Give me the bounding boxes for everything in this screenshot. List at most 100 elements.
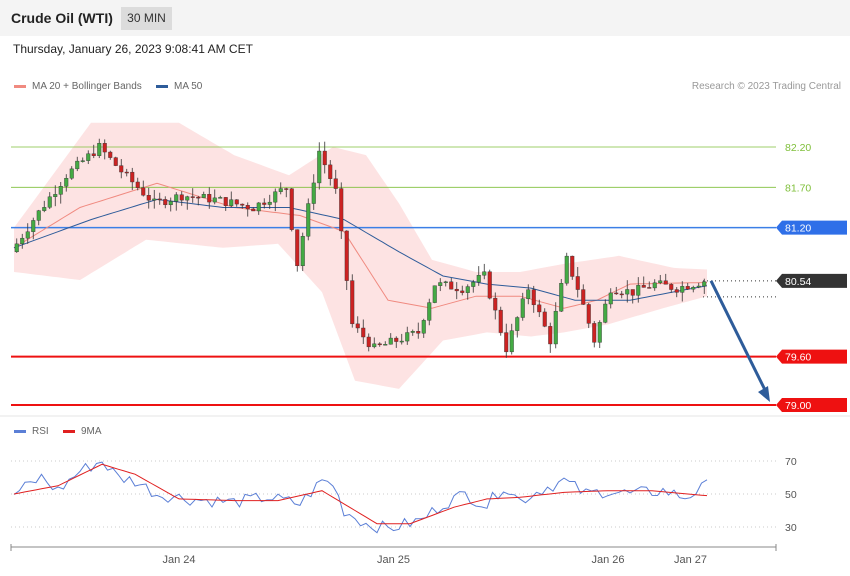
candlestick[interactable]	[586, 302, 591, 329]
candlestick[interactable]	[603, 299, 608, 324]
candlestick[interactable]	[542, 308, 547, 328]
candlestick[interactable]	[47, 192, 52, 210]
candlestick[interactable]	[674, 287, 679, 298]
candlestick[interactable]	[531, 285, 536, 313]
candlestick[interactable]	[405, 326, 410, 345]
candlestick[interactable]	[476, 266, 481, 286]
timeframe-badge[interactable]: 30 MIN	[121, 7, 172, 30]
candlestick[interactable]	[647, 281, 652, 289]
candlestick[interactable]	[680, 281, 685, 302]
candlestick[interactable]	[306, 198, 311, 241]
candlestick[interactable]	[36, 209, 41, 226]
candlestick[interactable]	[526, 284, 531, 305]
candlestick[interactable]	[190, 188, 195, 203]
candlestick[interactable]	[31, 217, 36, 240]
candlestick[interactable]	[135, 177, 140, 191]
candlestick[interactable]	[284, 187, 289, 198]
candlestick[interactable]	[559, 278, 564, 313]
candlestick[interactable]	[97, 138, 102, 159]
candlestick[interactable]	[493, 292, 498, 320]
candlestick[interactable]	[570, 255, 575, 280]
candlestick[interactable]	[652, 279, 657, 291]
candlestick[interactable]	[339, 182, 344, 239]
candlestick[interactable]	[146, 187, 151, 209]
candlestick[interactable]	[229, 191, 234, 208]
candlestick[interactable]	[372, 337, 377, 349]
candlestick[interactable]	[278, 182, 283, 195]
candlestick[interactable]	[658, 274, 663, 285]
candlestick[interactable]	[322, 141, 327, 174]
candlestick[interactable]	[421, 318, 426, 338]
candlestick[interactable]	[42, 200, 47, 213]
candlestick[interactable]	[515, 316, 520, 338]
candlestick[interactable]	[179, 191, 184, 206]
candlestick[interactable]	[350, 274, 355, 328]
candlestick[interactable]	[251, 207, 256, 212]
candlestick[interactable]	[581, 284, 586, 305]
candlestick[interactable]	[311, 174, 316, 210]
candlestick[interactable]	[141, 180, 146, 197]
candlestick[interactable]	[575, 267, 580, 298]
candlestick[interactable]	[80, 157, 85, 163]
candlestick[interactable]	[344, 230, 349, 291]
candlestick[interactable]	[174, 192, 179, 211]
candlestick[interactable]	[185, 195, 190, 210]
candlestick[interactable]	[636, 277, 641, 303]
candlestick[interactable]	[267, 194, 272, 209]
candlestick[interactable]	[212, 189, 217, 205]
candlestick[interactable]	[75, 156, 80, 172]
candlestick[interactable]	[438, 278, 443, 292]
candlestick[interactable]	[669, 283, 674, 293]
candlestick[interactable]	[333, 169, 338, 194]
candlestick[interactable]	[317, 142, 322, 190]
candlestick[interactable]	[157, 192, 162, 205]
candlestick[interactable]	[273, 188, 278, 212]
candlestick[interactable]	[487, 269, 492, 300]
candlestick[interactable]	[685, 282, 690, 290]
candlestick[interactable]	[663, 273, 668, 285]
candlestick[interactable]	[328, 160, 333, 186]
candlestick[interactable]	[454, 282, 459, 300]
candlestick[interactable]	[245, 202, 250, 217]
candlestick[interactable]	[608, 288, 613, 309]
candlestick[interactable]	[520, 292, 525, 321]
candlestick[interactable]	[58, 181, 63, 204]
candlestick[interactable]	[20, 233, 25, 249]
candlestick[interactable]	[597, 320, 602, 349]
candlestick[interactable]	[201, 191, 206, 198]
candlestick[interactable]	[410, 329, 415, 336]
candlestick[interactable]	[592, 321, 597, 348]
candlestick[interactable]	[399, 333, 404, 345]
candlestick[interactable]	[361, 319, 366, 344]
candlestick[interactable]	[696, 282, 701, 289]
candlestick[interactable]	[218, 195, 223, 199]
candlestick[interactable]	[64, 174, 69, 192]
candlestick[interactable]	[471, 279, 476, 293]
candlestick[interactable]	[300, 232, 305, 272]
candlestick[interactable]	[14, 238, 19, 253]
candlestick[interactable]	[498, 306, 503, 336]
candlestick[interactable]	[614, 286, 619, 295]
candlestick[interactable]	[443, 280, 448, 287]
candlestick[interactable]	[691, 285, 696, 293]
candlestick[interactable]	[619, 290, 624, 299]
candlestick[interactable]	[366, 333, 371, 352]
candlestick[interactable]	[163, 196, 168, 209]
candlestick[interactable]	[509, 323, 514, 355]
candlestick[interactable]	[69, 166, 74, 180]
candlestick[interactable]	[625, 280, 630, 303]
candlestick[interactable]	[91, 144, 96, 159]
candlestick[interactable]	[548, 322, 553, 353]
candlestick[interactable]	[537, 299, 542, 318]
candlestick[interactable]	[388, 333, 393, 345]
candlestick[interactable]	[240, 203, 245, 209]
candlestick[interactable]	[564, 252, 569, 286]
candlestick[interactable]	[460, 285, 465, 296]
candlestick[interactable]	[207, 187, 212, 209]
candlestick[interactable]	[427, 298, 432, 326]
candlestick[interactable]	[108, 150, 113, 160]
candlestick[interactable]	[152, 189, 157, 209]
candlestick[interactable]	[256, 202, 261, 215]
candlestick[interactable]	[168, 197, 173, 212]
